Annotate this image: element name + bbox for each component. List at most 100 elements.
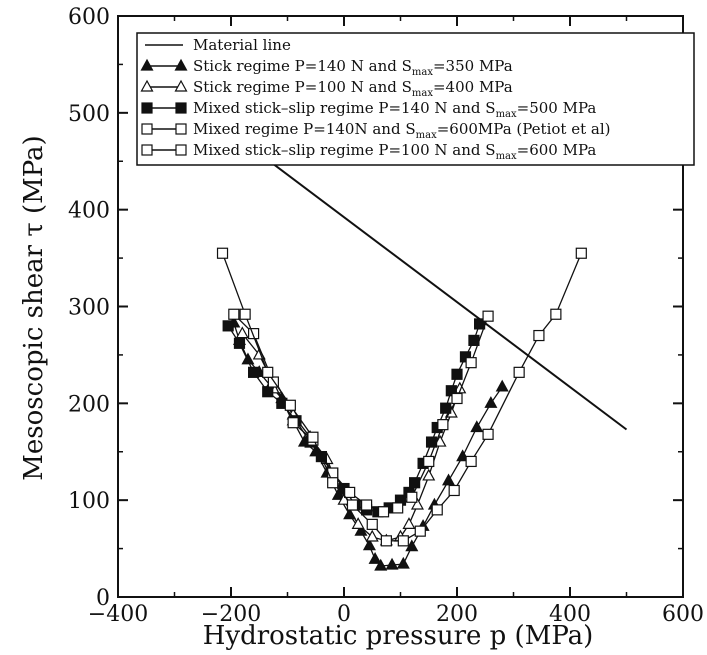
data-point [262,366,274,378]
legend-marker [140,79,154,92]
series-line [227,323,481,513]
legend-entry: Mixed regime P=140N and Smax=600MPa (Pet… [141,120,610,141]
legend-box [136,32,695,166]
data-point [287,417,299,429]
data-point [248,366,260,378]
data-point [327,477,339,489]
legend-entry: Mixed stick–slip regime P=100 N and Smax… [141,141,596,162]
y-tick-label: 100 [68,489,110,514]
x-tick-label: 400 [549,602,591,627]
data-point [484,396,498,408]
legend-marker [175,144,187,156]
data-point [385,557,399,570]
data-point [397,535,409,547]
data-point [361,499,373,511]
legend-marker [140,58,154,71]
y-tick-label: 600 [68,5,110,30]
data-point [550,308,562,320]
data-point [346,499,359,511]
legend-marker [174,79,188,92]
data-point [513,366,525,378]
data-point [307,431,319,443]
series-3 [222,318,486,518]
data-point [239,308,251,320]
data-point [409,477,421,489]
data-point [423,455,435,468]
data-point [465,455,477,468]
data-point [456,449,470,462]
legend-label: Stick regime P=140 N and Smax=350 MPa [193,57,513,78]
data-point [405,539,419,552]
legend-label: Mixed stick–slip regime P=100 N and Smax… [193,141,596,162]
series-0 [230,131,628,431]
data-point [433,434,447,447]
x-tick-label: 0 [337,602,351,627]
data-point [228,308,240,320]
series-line [230,131,628,431]
data-point [422,468,436,481]
legend-entry: Stick regime P=140 N and Smax=350 MPa [140,57,513,78]
data-point [241,352,255,365]
data-point [222,320,234,332]
y-axis-label: Mesoscopic shear τ (MPa) [19,135,49,480]
data-point [451,392,463,405]
x-tick-label: −400 [88,602,148,627]
y-tick-label: 0 [96,586,110,611]
data-point [482,428,494,440]
legend-marker [175,102,187,114]
data-point [482,310,494,322]
data-point [362,538,376,551]
data-point [216,247,229,259]
data-point [533,329,545,342]
data-point [262,386,274,398]
legend-marker [175,123,187,135]
data-point [233,337,246,349]
legend-entry: Material line [145,36,291,54]
data-point [410,497,424,510]
data-point [392,502,404,514]
y-tick-label: 400 [68,199,110,224]
data-point [284,399,296,411]
legend-label: Material line [193,36,291,54]
legend-entry: Mixed stick–slip regime P=140 N and Smax… [141,99,596,120]
data-point [445,385,457,397]
data-point [414,525,426,537]
x-tick-label: 200 [436,602,478,627]
data-point [235,326,249,339]
y-tick-label: 300 [68,296,110,321]
data-point [406,491,418,503]
x-tick-label: 600 [662,602,704,627]
x-tick-label: −200 [201,602,261,627]
legend: Material line Stick regime P=140 N and Sm… [136,32,695,166]
series-line [233,313,489,513]
data-point [351,517,365,529]
legend-entry: Stick regime P=100 N and Smax=400 MPa [140,78,513,99]
data-point [380,535,392,547]
data-point [377,506,390,518]
data-point [402,517,416,529]
data-point [365,529,379,542]
legend-label: Mixed stick–slip regime P=140 N and Smax… [193,99,596,120]
y-tick-label: 500 [68,102,110,127]
series-layer [216,131,628,571]
data-point [495,379,509,392]
data-point [344,486,356,499]
legend-label: Mixed regime P=140N and Smax=600MPa (Pet… [193,120,610,141]
legend-marker [174,58,188,71]
data-point [437,419,449,431]
series-5 [216,247,587,547]
data-point [374,558,388,571]
x-axis-label: Hydrostatic pressure p (MPa) [203,621,594,651]
legend-marker [141,123,153,135]
data-point [465,357,477,369]
data-point [442,473,456,486]
y-tick-label: 200 [68,392,110,417]
data-point [366,518,378,530]
legend-marker [141,144,153,156]
data-point [431,504,443,516]
data-point [575,247,587,259]
data-point [470,420,484,433]
legend-marker [141,102,153,114]
data-point [448,484,460,497]
